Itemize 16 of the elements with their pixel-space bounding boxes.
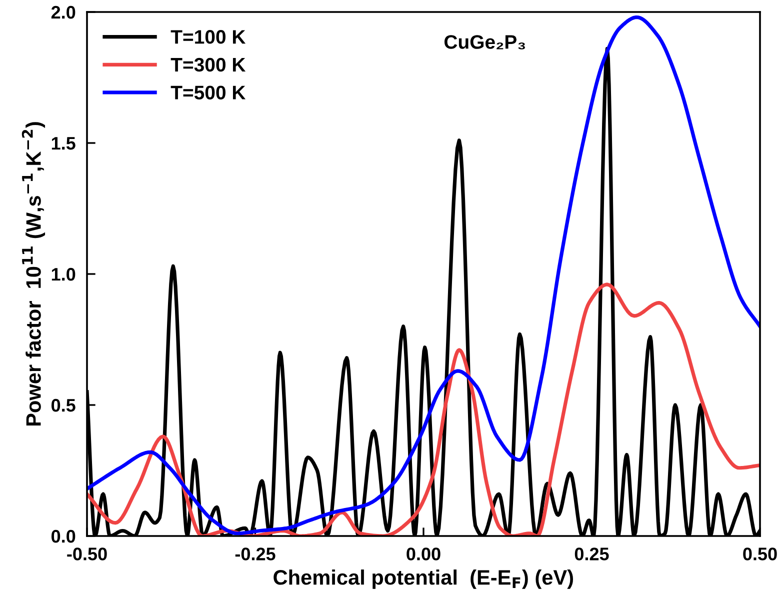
annotation: CuGe₂P₃ [444, 35, 525, 50]
x-tick-label: 0.00 [406, 548, 440, 560]
y-tick-label: 2.0 [51, 6, 76, 19]
x-tick-label: -0.50 [67, 548, 107, 560]
legend-label: T=500 K [170, 86, 246, 100]
y-tick-label: 1.5 [52, 137, 76, 150]
y-tick-label: 1.0 [52, 268, 76, 281]
x-tick-label: -0.25 [235, 548, 276, 560]
x-tick-label: 0.50 [743, 548, 777, 560]
legend-label: T=300 K [170, 58, 246, 72]
y-tick-label: 0.0 [52, 530, 76, 543]
y-axis-title: Power factor 10$^{11}$ (W,s$^{−1}$,K$^{−2}$) [22, 122, 46, 426]
x-tick-label: 0.25 [574, 548, 609, 560]
y-tick-label: 0.5 [52, 398, 76, 412]
x-axis-title: Chemical potential (E-E$_{F}$) (eV) [274, 570, 574, 589]
legend-label: T=100 K [170, 30, 246, 44]
